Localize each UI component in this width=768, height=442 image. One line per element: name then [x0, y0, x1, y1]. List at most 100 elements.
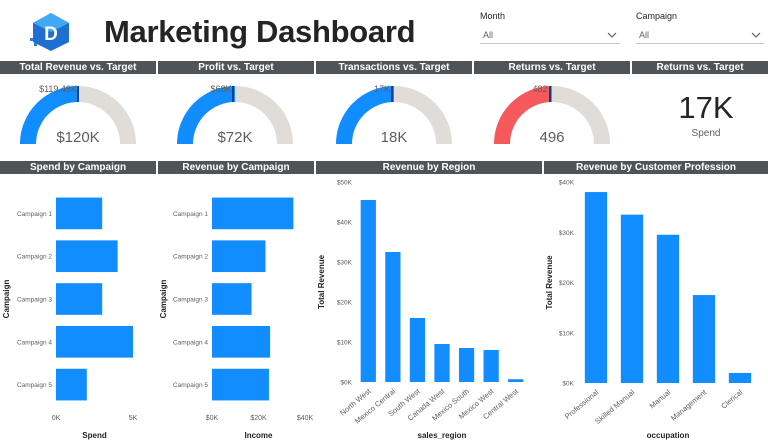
campaign-dropdown[interactable]: All [636, 26, 764, 44]
y-tick-label: $20K [559, 280, 575, 287]
gauge-value-label: 18K [381, 129, 408, 146]
month-slicer-label: Month [480, 11, 506, 21]
kpi-header-transactions: Transactions vs. Target [316, 61, 472, 74]
bar [584, 192, 608, 383]
y-axis-title: Total Revenue [317, 254, 326, 309]
chart-header-revenue-campaign: Revenue by Campaign [158, 161, 314, 174]
y-tick-label: $10K [559, 330, 575, 337]
category-label: Campaign 4 [17, 339, 52, 346]
category-label: Campaign 5 [173, 382, 208, 389]
spend-card-value: 17K [678, 90, 734, 125]
gauge-target-label: $119.48K [39, 84, 77, 94]
y-tick-label: $0K [340, 380, 352, 387]
y-tick-label: $50K [337, 180, 353, 187]
y-tick-label: $10K [337, 340, 353, 347]
bar [409, 318, 426, 382]
campaign-slicer-label: Campaign [636, 11, 678, 21]
chart-header-revenue-region: Revenue by Region [316, 161, 542, 174]
category-label: Campaign 5 [17, 382, 52, 389]
y-tick-label: $40K [559, 180, 575, 187]
bar [56, 368, 87, 401]
gauge-fill [177, 86, 236, 145]
y-tick-label: $30K [559, 230, 575, 237]
chevron-down-icon [607, 32, 617, 38]
logo-letter: D [44, 24, 58, 45]
category-label: Campaign 3 [173, 297, 208, 304]
category-label: Campaign 2 [173, 254, 208, 261]
bar [212, 325, 271, 358]
x-axis-title: Spend [82, 431, 107, 440]
gauge-target-label: 482 [532, 84, 547, 94]
category-label: Manual [648, 387, 673, 410]
category-label: Professional [563, 387, 601, 421]
category-label: Campaign 4 [173, 339, 208, 346]
gauge-fill [336, 86, 395, 145]
campaign-slicer: Campaign All [636, 9, 764, 44]
y-axis-title: Campaign [159, 280, 168, 319]
category-label: Campaign 2 [17, 254, 52, 261]
x-tick-label: $40K [297, 415, 314, 422]
month-slicer: Month All [480, 9, 620, 44]
returns-gauge[interactable]: 482 496 [474, 76, 634, 152]
dashboard-logo: D [30, 13, 69, 51]
bar [458, 348, 475, 382]
x-tick-label: $0K [206, 415, 219, 422]
x-tick-label: 5K [129, 415, 138, 422]
gauge-value-label: 496 [539, 129, 564, 146]
category-label: Skilled Manual [593, 387, 636, 425]
y-axis-title: Total Revenue [545, 255, 554, 310]
category-label: Campaign 3 [17, 297, 52, 304]
chart-header-spend: Spend by Campaign [0, 161, 156, 174]
chevron-down-icon [751, 32, 761, 38]
bar [656, 234, 680, 383]
x-axis-title: Income [244, 431, 273, 440]
gauge-target-label: $68K [210, 84, 231, 94]
campaign-dropdown-value: All [639, 29, 650, 40]
x-tick-label: 0K [52, 415, 61, 422]
bar [56, 240, 118, 273]
category-label: Campaign 1 [173, 211, 208, 218]
spend-by-campaign-chart[interactable]: Campaign 1 Campaign 2 Campaign 3 Campaign 4… [0, 176, 156, 442]
bar [483, 350, 499, 382]
y-tick-label: $0K [562, 381, 574, 388]
transactions-gauge[interactable]: 17K 18K [316, 76, 476, 152]
x-tick-label: $20K [250, 415, 267, 422]
month-dropdown[interactable]: All [480, 26, 620, 44]
y-axis-title: Campaign [2, 280, 11, 319]
bar [620, 214, 644, 383]
x-axis-title: occupation [647, 431, 690, 440]
gauge-value-label: $120K [56, 129, 99, 146]
bar [728, 372, 752, 383]
bar [385, 252, 401, 382]
bar [212, 283, 252, 315]
category-label: Clerical [719, 387, 744, 410]
gauge-fill [494, 86, 553, 145]
bar [508, 379, 524, 382]
y-tick-label: $20K [337, 300, 353, 307]
chart-header-revenue-profession: Revenue by Customer Profession [544, 161, 768, 174]
month-dropdown-value: All [483, 29, 494, 40]
category-label: Campaign 1 [17, 211, 52, 218]
kpi-header-returns: Returns vs. Target [474, 61, 630, 74]
gauge-fill [20, 86, 79, 145]
bar [434, 344, 450, 382]
kpi-header-profit: Profit vs. Target [158, 61, 314, 74]
bar [692, 295, 716, 383]
kpi-header-revenue: Total Revenue vs. Target [0, 61, 156, 74]
bar [212, 197, 294, 230]
revenue-by-campaign-chart[interactable]: Campaign 1 Campaign 2 Campaign 3 Campaign 4… [157, 176, 315, 442]
revenue-gauge[interactable]: $119.48K $120K [0, 76, 160, 152]
spend-card-label: Spend [691, 128, 721, 139]
bar [56, 197, 103, 230]
gauge-target-label: 17K [374, 84, 390, 94]
profit-gauge[interactable]: $68K $72K [157, 76, 317, 152]
bar [56, 283, 103, 315]
bar [56, 325, 133, 358]
y-tick-label: $30K [337, 260, 353, 267]
bar [212, 240, 266, 273]
bar [212, 368, 269, 401]
category-label: Management [669, 387, 709, 423]
x-axis-title: sales_region [418, 431, 467, 440]
